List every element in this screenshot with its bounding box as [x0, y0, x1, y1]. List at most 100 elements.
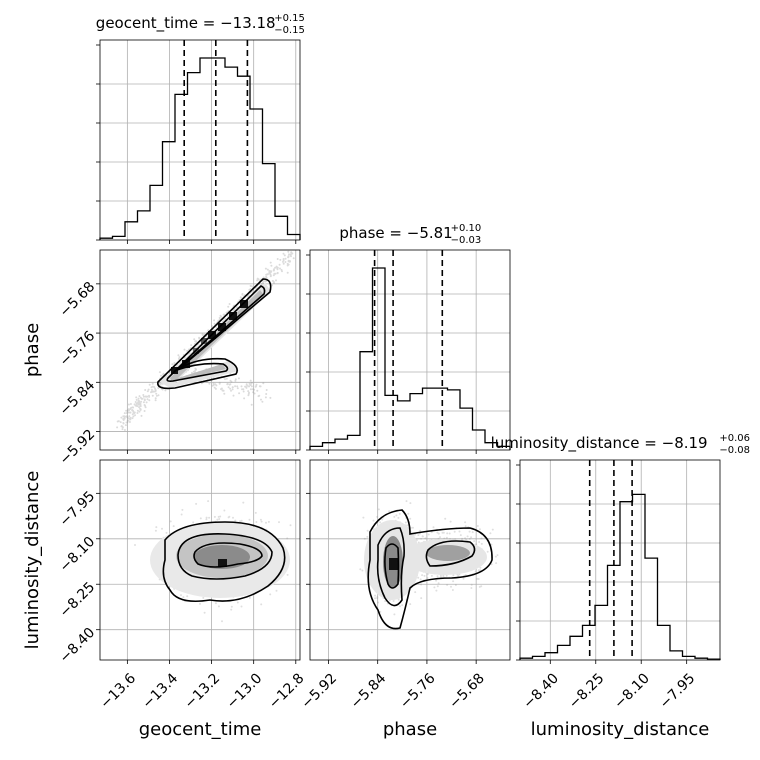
- density-luminosity-distance-vs-phase: [359, 500, 499, 630]
- scatter-point: [377, 601, 380, 604]
- scatter-point: [123, 412, 126, 415]
- scatter-point: [240, 605, 243, 608]
- scatter-point: [259, 518, 262, 521]
- scatter-point: [256, 279, 259, 282]
- scatter-point: [177, 357, 180, 360]
- scatter-point: [276, 267, 279, 269]
- scatter-point: [258, 394, 261, 397]
- scatter-point: [207, 500, 210, 503]
- scatter-point: [286, 262, 289, 265]
- scatter-point: [480, 585, 483, 588]
- scatter-point: [398, 512, 401, 515]
- scatter-point: [287, 255, 290, 258]
- scatter-point: [152, 390, 155, 393]
- scatter-point: [226, 382, 229, 385]
- scatter-point: [248, 518, 251, 521]
- scatter-point: [476, 525, 479, 527]
- scatter-point: [287, 250, 290, 253]
- scatter-point: [140, 397, 143, 400]
- scatter-point: [476, 577, 479, 580]
- scatter-point: [139, 409, 142, 411]
- scatter-point: [129, 408, 132, 410]
- scatter-point: [457, 575, 460, 577]
- scatter-point: [272, 269, 275, 272]
- scatter-point: [195, 340, 197, 343]
- scatter-point: [401, 604, 404, 607]
- scatter-point: [264, 280, 267, 283]
- scatter-point: [444, 517, 447, 520]
- scatter-point: [286, 271, 289, 274]
- scatter-point: [480, 537, 483, 540]
- scatter-point: [232, 394, 235, 397]
- contour-mid: [376, 527, 405, 607]
- scatter-point: [260, 603, 263, 606]
- scatter-point: [290, 251, 293, 254]
- scatter-point: [439, 536, 441, 539]
- scatter-point: [183, 348, 186, 351]
- scatter-point: [249, 388, 252, 391]
- x-tick-label: −5.92: [299, 670, 341, 712]
- y-tick-label: −5.68: [57, 279, 99, 321]
- scatter-point: [421, 574, 424, 577]
- title-main: phase = −5.81: [339, 224, 452, 242]
- scatter-point: [208, 382, 211, 385]
- scatter-point: [194, 367, 197, 370]
- scatter-point: [465, 538, 468, 541]
- scatter-point: [162, 372, 165, 375]
- scatter-point: [287, 259, 290, 262]
- scatter-point: [227, 386, 230, 389]
- scatter-point: [287, 256, 290, 259]
- scatter-point: [241, 292, 244, 295]
- scatter-point: [250, 382, 253, 385]
- scatter-point: [172, 525, 175, 528]
- scatter-point: [138, 395, 141, 398]
- scatter-point: [282, 262, 285, 265]
- panel-frame: [309, 459, 511, 661]
- scatter-point: [132, 411, 135, 413]
- scatter-point: [442, 531, 445, 534]
- scatter-point: [220, 388, 222, 391]
- scatter-point: [124, 424, 127, 427]
- scatter-point: [216, 518, 219, 521]
- scatter-point: [198, 336, 201, 339]
- x-tick-label: −8.10: [611, 670, 653, 712]
- scatter-point: [144, 389, 147, 391]
- scatter-point: [248, 382, 251, 385]
- scatter-point: [234, 385, 237, 388]
- scatter-point: [234, 519, 237, 522]
- scatter-point: [376, 597, 379, 600]
- scatter-point: [282, 258, 285, 260]
- histogram-luminosity_distance: [519, 493, 721, 660]
- scatter-point: [212, 384, 215, 386]
- scatter-point: [127, 419, 130, 422]
- scatter-point: [452, 574, 455, 577]
- scatter-point: [433, 586, 436, 589]
- scatter-point: [128, 417, 131, 420]
- contour-inner: [166, 285, 266, 382]
- scatter-point: [194, 368, 197, 371]
- scatter-point: [129, 418, 132, 421]
- scatter-point: [161, 388, 164, 391]
- panel-luminosity-distance-hist: [519, 459, 721, 661]
- scatter-point: [143, 404, 146, 406]
- scatter-point: [120, 425, 123, 428]
- scatter-point: [214, 387, 217, 390]
- x-tick-label: −7.95: [657, 670, 699, 712]
- scatter-point: [131, 417, 134, 420]
- scatter-point: [432, 526, 435, 529]
- scatter-point: [242, 501, 245, 504]
- scatter-point: [419, 529, 422, 532]
- scatter-point: [249, 384, 252, 387]
- scatter-point: [146, 395, 148, 398]
- scatter-point: [190, 344, 193, 347]
- scatter-point: [139, 403, 142, 405]
- scatter-point: [292, 257, 295, 260]
- scatter-point: [224, 378, 226, 381]
- scatter-point: [217, 515, 220, 518]
- scatter-point: [250, 285, 253, 288]
- scatter-point: [128, 415, 131, 418]
- scatter-point: [246, 384, 249, 387]
- scatter-point: [231, 388, 234, 391]
- scatter-point: [486, 550, 489, 553]
- scatter-point: [289, 260, 291, 263]
